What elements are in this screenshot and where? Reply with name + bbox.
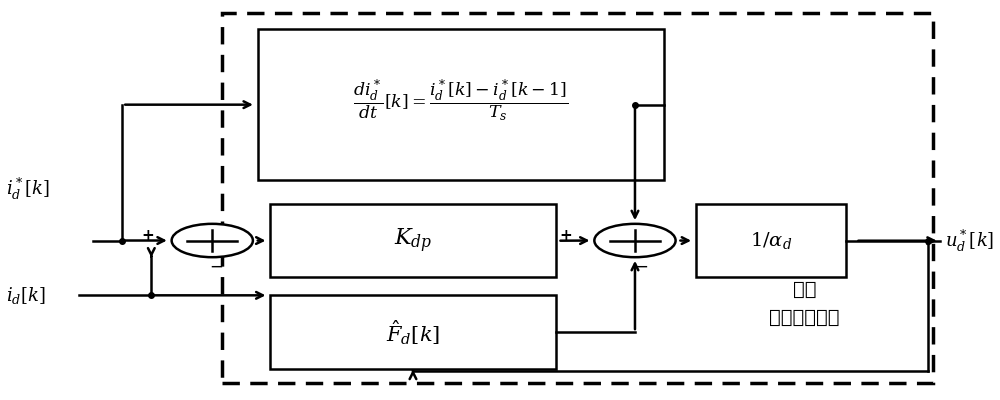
Text: $1/\alpha_d$: $1/\alpha_d$ bbox=[750, 230, 792, 251]
Text: $\hat{F}_d[k]$: $\hat{F}_d[k]$ bbox=[386, 318, 440, 346]
Text: +: + bbox=[141, 228, 154, 243]
Text: $\dfrac{di_d^*}{dt}[k]=\dfrac{i_d^*[k]-i_d^*[k-1]}{T_s}$: $\dfrac{di_d^*}{dt}[k]=\dfrac{i_d^*[k]-i… bbox=[353, 78, 569, 124]
Text: $-$: $-$ bbox=[209, 256, 223, 274]
Circle shape bbox=[172, 224, 253, 257]
Text: $i_d[k]$: $i_d[k]$ bbox=[6, 285, 46, 306]
Text: +: + bbox=[559, 228, 572, 243]
Bar bbox=[696, 204, 846, 278]
Text: 直轴
无模型控制器: 直轴 无模型控制器 bbox=[769, 280, 840, 327]
Bar bbox=[270, 295, 556, 369]
Text: $K_{dp}$: $K_{dp}$ bbox=[394, 227, 432, 255]
Bar bbox=[222, 13, 933, 383]
Bar bbox=[270, 204, 556, 278]
Circle shape bbox=[594, 224, 676, 257]
Text: $u_d^*[k]$: $u_d^*[k]$ bbox=[945, 228, 994, 254]
Text: $i_d^*[k]$: $i_d^*[k]$ bbox=[6, 176, 50, 202]
Bar bbox=[258, 29, 664, 180]
Text: $-$: $-$ bbox=[634, 256, 648, 274]
